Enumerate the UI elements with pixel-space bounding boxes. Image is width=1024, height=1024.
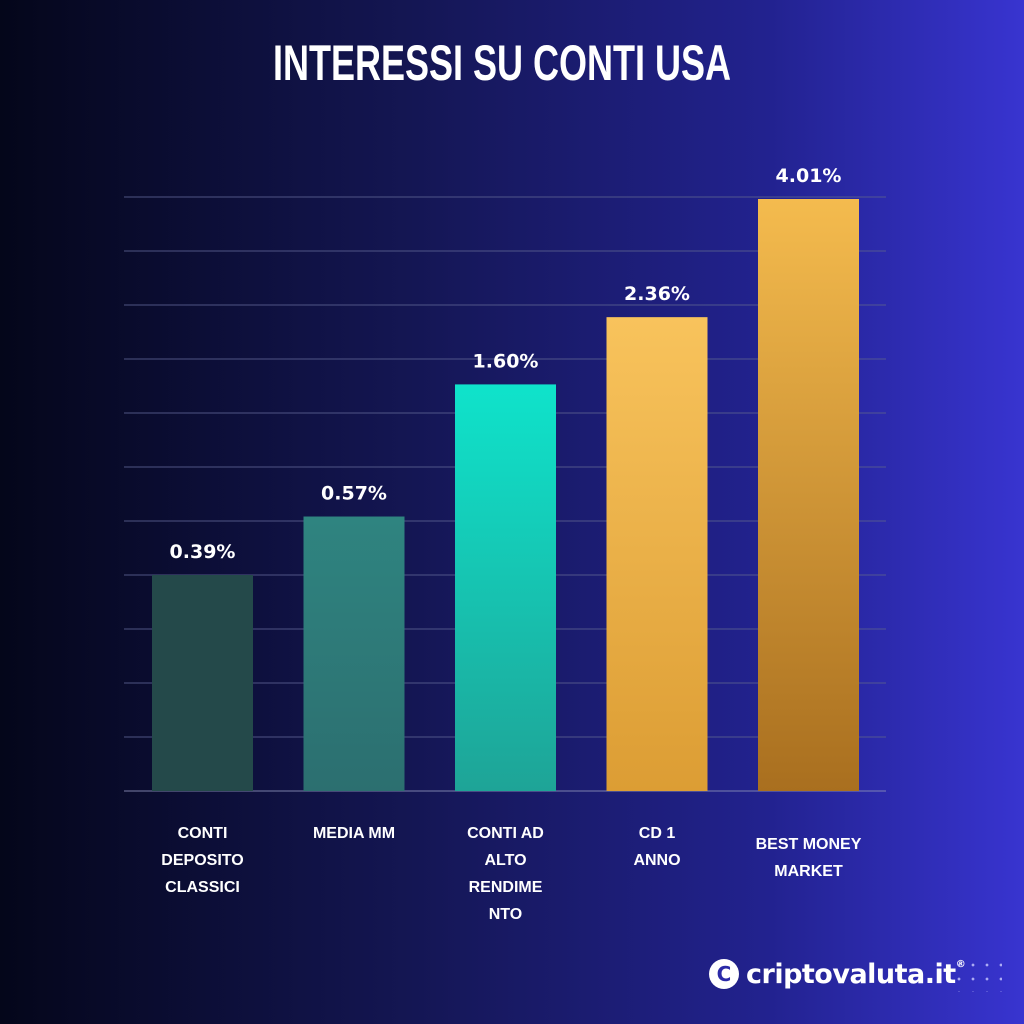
coin-icon: C xyxy=(709,959,739,989)
data-label: 4.01% xyxy=(776,165,842,187)
svg-text:C: C xyxy=(717,962,732,986)
bar xyxy=(455,384,556,791)
brand-name: criptovaluta.it xyxy=(746,958,956,990)
data-label: 2.36% xyxy=(624,283,690,305)
category-label: CONTI AD ALTO RENDIME NTO xyxy=(467,825,544,923)
chart-title: INTERESSI SU CONTI USA xyxy=(272,35,732,91)
category-label: MEDIA MM xyxy=(312,825,396,842)
category-label: CD 1 ANNO xyxy=(633,825,681,869)
brand-logo: C criptovaluta.it® xyxy=(708,958,966,990)
bar xyxy=(152,575,253,791)
bar xyxy=(606,317,708,791)
bar xyxy=(758,199,859,791)
bar xyxy=(303,516,405,791)
category-label: CONTI DEPOSITO CLASSICI xyxy=(161,825,244,896)
category-label: BEST MONEY MARKET xyxy=(755,836,862,880)
data-label: 0.57% xyxy=(321,483,387,505)
dot-grid-decoration xyxy=(952,958,1002,992)
data-label: 1.60% xyxy=(473,350,539,372)
data-label: 0.39% xyxy=(170,541,236,563)
